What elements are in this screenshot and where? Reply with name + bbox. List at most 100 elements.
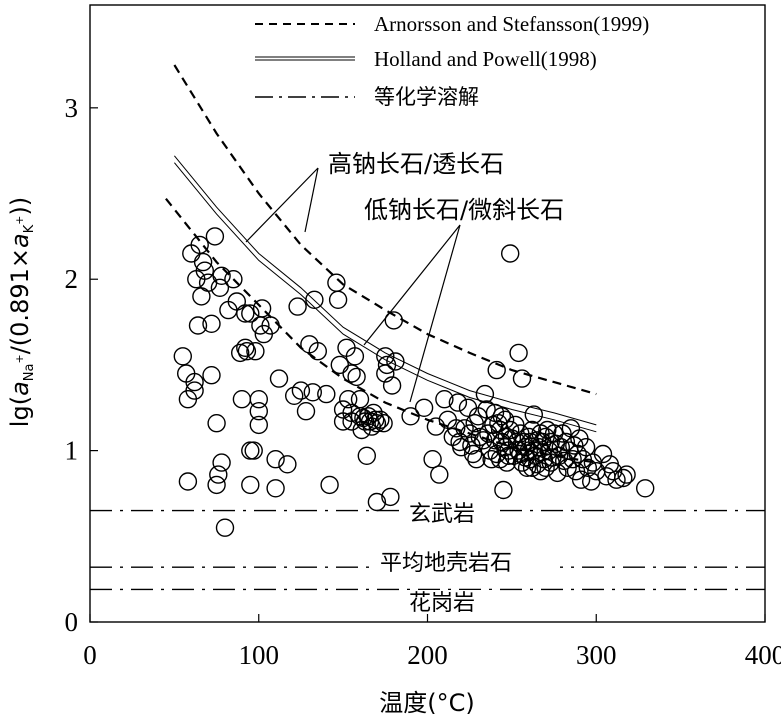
data-point	[249, 390, 268, 409]
data-point	[477, 400, 496, 419]
data-point	[185, 372, 204, 392]
data-point	[357, 446, 376, 465]
annotation-low-albite: 低钠长石/微斜长石	[364, 196, 564, 224]
y-axis-title-end: ))	[6, 197, 34, 216]
data-point	[308, 342, 327, 361]
data-point	[573, 450, 592, 469]
data-point	[342, 364, 361, 383]
data-point	[195, 261, 215, 280]
data-point	[470, 427, 489, 447]
data-point	[452, 438, 471, 457]
data-point	[328, 290, 348, 309]
data-point	[636, 479, 655, 498]
data-point	[501, 244, 520, 263]
ref-label-crust: 平均地壳岩石	[380, 551, 512, 576]
data-point	[252, 299, 272, 318]
data-point	[494, 480, 513, 500]
data-point	[202, 366, 221, 385]
data-point	[364, 403, 383, 423]
data-point	[230, 343, 250, 363]
data-point	[367, 414, 387, 433]
data-point	[381, 487, 400, 507]
data-point	[224, 270, 243, 289]
data-point	[266, 450, 285, 469]
y-axis-title-k: K	[22, 224, 37, 233]
data-point	[492, 407, 511, 426]
data-point	[212, 453, 231, 472]
data-point	[212, 266, 231, 285]
data-point	[205, 227, 225, 246]
data-point	[188, 316, 208, 335]
data-point	[603, 462, 623, 481]
data-point	[509, 343, 528, 363]
data-point	[524, 405, 543, 424]
data-point	[607, 470, 626, 489]
data-point	[249, 402, 268, 421]
data-point	[261, 316, 280, 335]
legend-label-isochemical: 等化学溶解	[374, 85, 479, 109]
data-point	[401, 407, 420, 426]
data-point	[382, 376, 402, 395]
y-axis-title-plus2: +	[13, 216, 26, 225]
data-point	[236, 304, 255, 323]
data-point	[563, 450, 582, 469]
data-point	[185, 381, 204, 400]
data-point	[345, 347, 365, 366]
data-point	[347, 367, 366, 387]
ref-label-bg-crust	[370, 547, 560, 577]
pointer-low-2	[409, 224, 461, 403]
data-point	[536, 458, 555, 477]
data-point	[339, 390, 358, 409]
annotation-high-albite: 高钠长石/透长石	[328, 150, 504, 178]
y-axis-title-na: Na	[22, 364, 37, 382]
data-point	[207, 475, 226, 495]
y-axis-title-a1: a	[6, 381, 34, 396]
data-point	[288, 297, 307, 316]
data-point	[565, 436, 584, 455]
data-point	[447, 419, 466, 438]
pointer-low-1	[363, 224, 461, 346]
ticks-layer: 0 100 200 300 400 0 1 2 3	[65, 93, 781, 670]
data-point	[320, 475, 339, 495]
x-tick-label: 0	[83, 640, 97, 670]
data-point	[207, 414, 226, 433]
data-point	[467, 450, 486, 469]
data-point	[576, 438, 596, 457]
data-point	[384, 311, 403, 330]
data-point	[487, 360, 506, 380]
data-point	[371, 410, 390, 429]
data-point	[232, 390, 252, 409]
pointer-high-2	[304, 167, 319, 233]
data-point	[556, 432, 576, 452]
legend-label-holland: Holland and Powell(1998)	[374, 47, 597, 71]
x-tick-label: 400	[745, 640, 781, 670]
data-point	[593, 444, 613, 464]
data-point	[266, 479, 285, 498]
x-tick-label: 300	[576, 640, 617, 670]
data-point	[350, 390, 370, 409]
data-point	[414, 398, 434, 417]
data-point	[269, 369, 289, 388]
annotation-pointers	[245, 167, 461, 403]
data-point	[366, 410, 385, 429]
data-point	[215, 518, 235, 537]
data-point	[367, 492, 387, 512]
y-tick-label: 1	[65, 436, 79, 466]
x-axis-title: 温度(°C)	[379, 689, 474, 717]
data-point	[617, 465, 636, 484]
data-point	[512, 369, 532, 388]
data-point	[374, 414, 393, 433]
data-point	[614, 468, 633, 488]
data-point	[202, 314, 221, 333]
data-point	[303, 383, 322, 402]
data-point	[173, 347, 193, 366]
data-point	[474, 431, 493, 450]
data-point	[296, 402, 316, 421]
data-point	[190, 235, 209, 255]
data-point	[430, 465, 449, 484]
y-tick-label: 2	[65, 264, 79, 294]
data-point	[435, 390, 454, 409]
curve-arnorsson-high-albite	[173, 64, 597, 396]
y-tick-label: 0	[65, 607, 79, 637]
pointer-high-1	[245, 167, 319, 243]
